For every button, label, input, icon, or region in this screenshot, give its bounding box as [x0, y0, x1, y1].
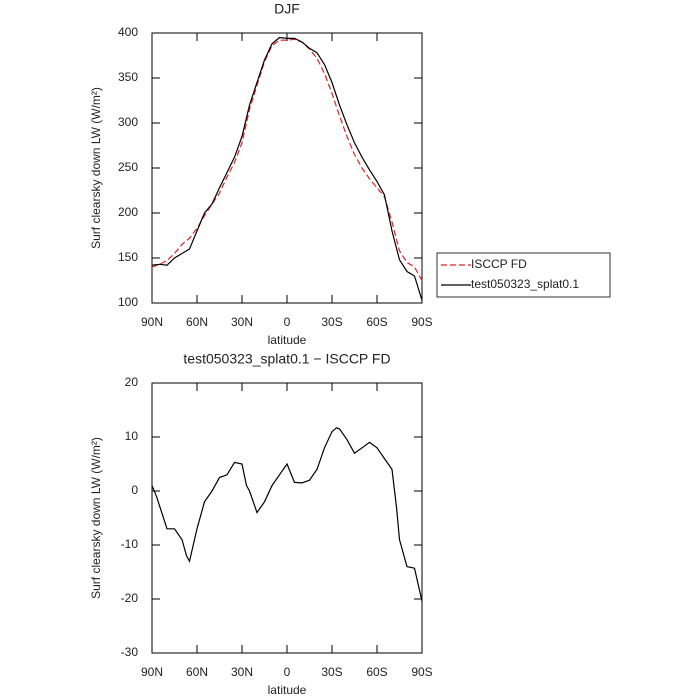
- x-tick-label: 0: [284, 315, 291, 329]
- x-tick-label: 60S: [366, 665, 387, 679]
- y-tick-label: -10: [121, 537, 139, 551]
- y-tick-label: 10: [125, 429, 139, 443]
- x-tick-label: 90S: [411, 315, 432, 329]
- x-tick-label: 60S: [366, 315, 387, 329]
- y-tick-label: 200: [118, 205, 138, 219]
- y-tick-label: 100: [118, 295, 138, 309]
- y-tick-label: 350: [118, 70, 138, 84]
- data-line: [151, 36, 423, 301]
- y-tick-label: 300: [118, 115, 138, 129]
- legend-label: ISCCP FD: [471, 257, 527, 271]
- chart-title: DJF: [274, 1, 300, 17]
- chart-title: test050323_splat0.1 − ISCCP FD: [183, 351, 390, 367]
- y-tick-label: 0: [131, 483, 138, 497]
- y-tick-label: -20: [121, 591, 139, 605]
- y-tick-label: 400: [118, 25, 138, 39]
- x-tick-label: 30S: [321, 315, 342, 329]
- plot-frame: [151, 382, 423, 654]
- y-tick-label: 150: [118, 250, 138, 264]
- x-tick-label: 60N: [186, 315, 208, 329]
- x-tick-label: 60N: [186, 665, 208, 679]
- x-tick-label: 90S: [411, 665, 432, 679]
- plot-frame: [151, 32, 423, 304]
- x-tick-label: 30N: [231, 665, 253, 679]
- y-axis-label: Surf clearsky down LW (W/m²): [89, 87, 103, 249]
- data-line: [151, 427, 423, 602]
- legend-box: [436, 252, 611, 298]
- x-tick-label: 30S: [321, 665, 342, 679]
- x-tick-label: 30N: [231, 315, 253, 329]
- y-axis-label: Surf clearsky down LW (W/m²): [89, 437, 103, 599]
- y-tick-label: 20: [125, 375, 139, 389]
- x-axis-label: latitude: [268, 333, 307, 347]
- x-tick-label: 90N: [141, 315, 163, 329]
- x-axis-label: latitude: [268, 683, 307, 697]
- x-tick-label: 0: [284, 665, 291, 679]
- y-tick-label: 250: [118, 160, 138, 174]
- x-tick-label: 90N: [141, 665, 163, 679]
- data-line: [151, 38, 423, 281]
- legend-label: test050323_splat0.1: [471, 277, 579, 291]
- y-tick-label: -30: [121, 645, 139, 659]
